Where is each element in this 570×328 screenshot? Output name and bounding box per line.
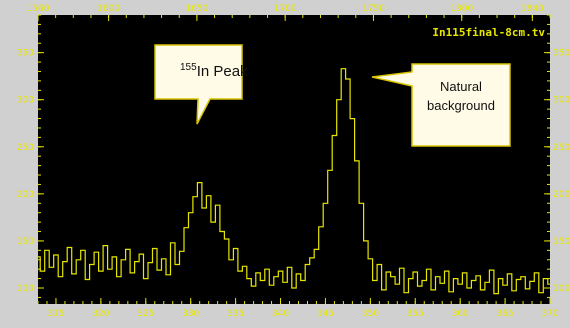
callout-in-peak-bubble xyxy=(154,44,243,125)
y-right-tick-label: 350 xyxy=(553,49,570,59)
file-name-label: In115final-8cm.tv xyxy=(432,26,545,39)
x-top-tick-label: 1560 xyxy=(27,4,50,14)
y-left-tick-label: 300 xyxy=(17,96,34,106)
x-top-tick-label: 1600 xyxy=(97,4,120,14)
y-right-tick-label: 250 xyxy=(553,143,570,153)
callout-natural-bg-bubble xyxy=(371,63,511,147)
callout-natural-background: Natural background xyxy=(371,63,511,147)
x-bottom-tick-label: 320 xyxy=(92,309,109,319)
x-bottom-tick-label: 340 xyxy=(272,309,289,319)
x-bottom-tick-label: 350 xyxy=(362,309,379,319)
y-left-tick-label: 100 xyxy=(17,284,34,294)
y-left-tick-label: 200 xyxy=(17,190,34,200)
callout-natural-bg-line1: Natural xyxy=(440,79,482,94)
x-top-tick-label: 1840 xyxy=(521,4,544,14)
x-bottom-tick-label: 355 xyxy=(407,309,424,319)
x-bottom-tick-label: 370 xyxy=(541,309,558,319)
x-bottom-tick-label: 330 xyxy=(182,309,199,319)
y-left-tick-label: 250 xyxy=(17,143,34,153)
y-right-tick-label: 300 xyxy=(553,96,570,106)
x-top-tick-label: 1750 xyxy=(362,4,385,14)
spectrum-series-line xyxy=(38,68,550,295)
x-bottom-tick-label: 325 xyxy=(137,309,154,319)
in-peak-superscript: 155 xyxy=(180,62,197,73)
x-bottom-tick-label: 335 xyxy=(227,309,244,319)
x-bottom-tick-label: 365 xyxy=(496,309,513,319)
plot-area xyxy=(38,15,550,304)
x-top-tick-label: 1800 xyxy=(450,4,473,14)
callout-in-peak: 155In Peak xyxy=(154,44,248,125)
y-left-tick-label: 350 xyxy=(17,49,34,59)
y-right-tick-label: 150 xyxy=(553,237,570,247)
callout-in-peak-label: 155In Peak xyxy=(180,62,248,80)
callout-natural-bg-line2: background xyxy=(427,98,495,113)
x-top-tick-label: 1700 xyxy=(274,4,297,14)
y-left-tick-label: 150 xyxy=(17,237,34,247)
y-right-tick-label: 100 xyxy=(553,284,570,294)
axis-ticks: 315 320 325 330 335 340 345 350 355 360 365 370 1560… xyxy=(17,4,570,319)
y-right-tick-label: 200 xyxy=(553,190,570,200)
in-peak-text: In Peak xyxy=(197,63,248,80)
x-top-tick-label: 1650 xyxy=(185,4,208,14)
x-bottom-tick-label: 315 xyxy=(47,309,64,319)
spectrum-trace-layer xyxy=(38,68,550,295)
x-bottom-tick-label: 360 xyxy=(452,309,469,319)
x-bottom-tick-label: 345 xyxy=(317,309,334,319)
